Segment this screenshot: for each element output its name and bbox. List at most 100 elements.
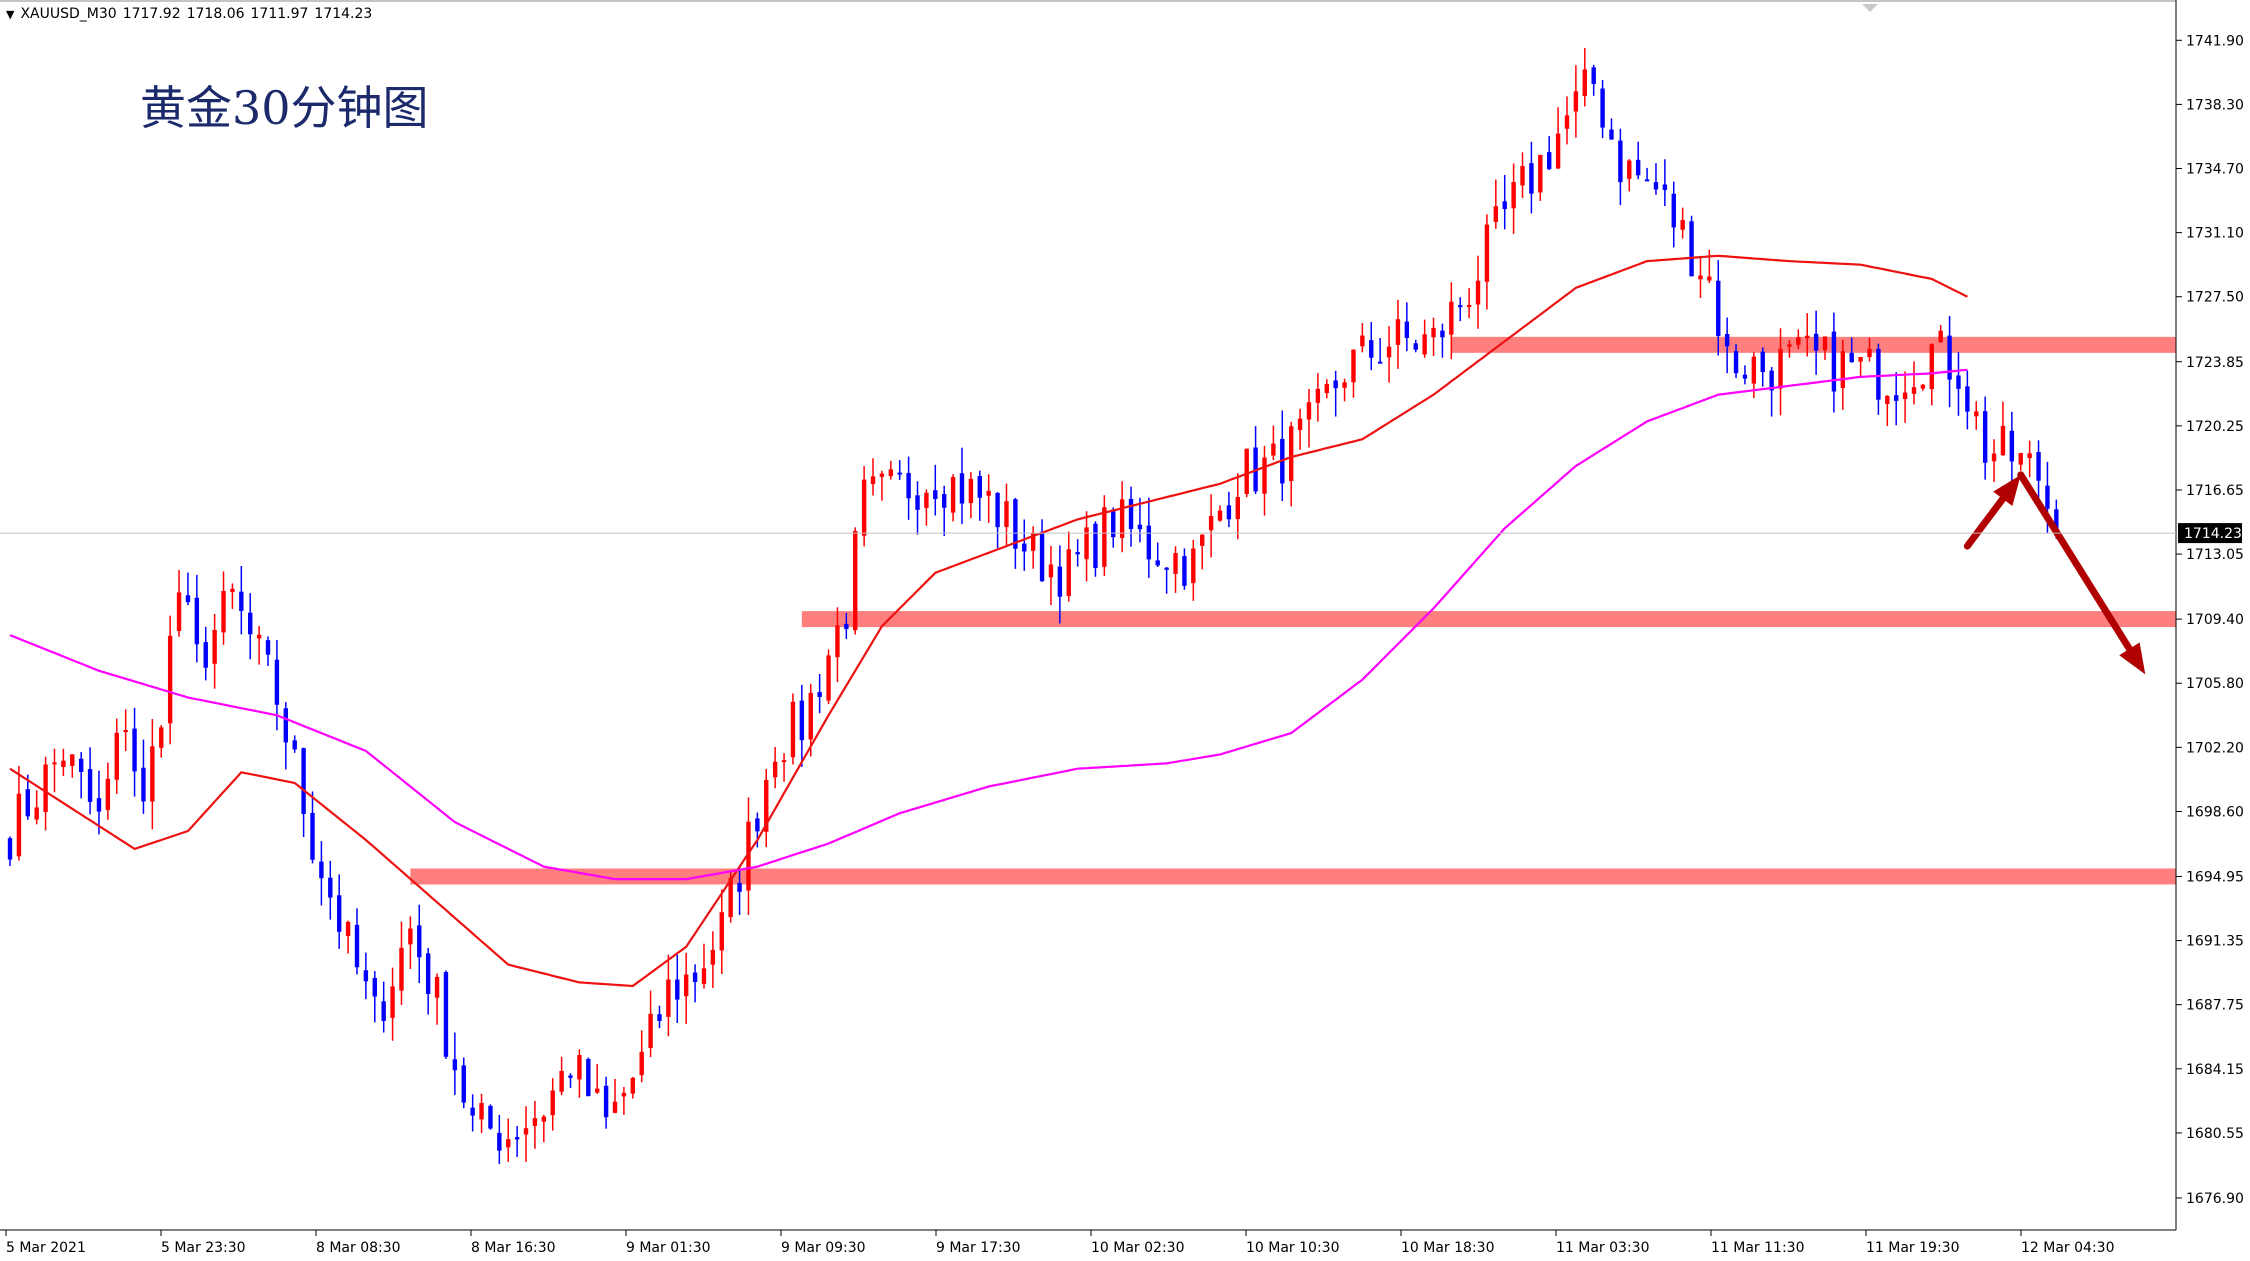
- high-price: 1718.06: [186, 6, 245, 22]
- candle: [1796, 329, 1801, 350]
- candle: [1635, 141, 1641, 180]
- candle: [835, 607, 840, 683]
- candle: [1386, 326, 1392, 383]
- candle: [799, 684, 805, 767]
- candle: [595, 1063, 600, 1094]
- candle: [390, 967, 395, 1041]
- candle: [194, 574, 200, 663]
- candle: [203, 626, 208, 681]
- candle: [1564, 96, 1570, 145]
- candle: [514, 1126, 520, 1157]
- candle: [1226, 491, 1232, 528]
- candle: [692, 964, 698, 1003]
- candle: [1920, 383, 1926, 391]
- candle: [1529, 141, 1534, 214]
- y-tick-label: 1741.90: [2186, 33, 2244, 49]
- candle: [1618, 128, 1623, 206]
- candle: [657, 1005, 662, 1029]
- candle: [70, 754, 75, 778]
- x-tick-label: 10 Mar 10:30: [1246, 1240, 1339, 1256]
- candle: [159, 725, 164, 758]
- candle: [1733, 344, 1739, 378]
- candle: [1627, 159, 1632, 192]
- candle: [630, 1076, 635, 1099]
- current-price-tag: [2178, 523, 2242, 544]
- candle: [790, 693, 796, 765]
- candle: [248, 593, 253, 660]
- candle: [328, 860, 333, 920]
- candle: [1084, 511, 1089, 582]
- candle: [1698, 257, 1703, 298]
- candle: [924, 489, 929, 526]
- candle: [399, 921, 404, 1005]
- candle: [25, 774, 30, 820]
- candle: [61, 748, 66, 776]
- y-tick-label: 1720.25: [2186, 419, 2244, 435]
- candle: [1573, 65, 1579, 138]
- candle: [888, 460, 894, 480]
- candle: [1778, 328, 1783, 416]
- candle: [1547, 136, 1552, 171]
- candle: [933, 464, 938, 516]
- candle: [986, 474, 991, 523]
- candle: [1395, 299, 1401, 369]
- candle: [488, 1104, 493, 1130]
- y-tick-label: 1691.35: [2186, 934, 2244, 950]
- chart-shift-marker-icon[interactable]: [1862, 4, 1878, 12]
- candle: [1208, 494, 1214, 558]
- chart-menu-icon[interactable]: ▼: [6, 8, 15, 21]
- candle: [1369, 322, 1374, 371]
- x-tick-label: 11 Mar 11:30: [1711, 1240, 1804, 1256]
- candle: [541, 1114, 547, 1143]
- candle: [675, 954, 680, 1023]
- up-arrow: [1963, 474, 2021, 550]
- y-tick-label: 1713.05: [2186, 547, 2244, 563]
- candle: [497, 1114, 502, 1164]
- candle: [764, 768, 769, 848]
- price-zone-1: [1451, 336, 2176, 353]
- candle: [1822, 336, 1828, 360]
- candle: [639, 1030, 644, 1083]
- candle: [1440, 323, 1445, 358]
- candle: [621, 1086, 627, 1115]
- projection-arrows: [1963, 471, 2146, 675]
- candle: [479, 1093, 484, 1134]
- candle: [870, 458, 876, 496]
- candle: [1004, 483, 1009, 547]
- candle: [666, 954, 671, 1037]
- candle: [1609, 118, 1614, 140]
- candle: [1956, 352, 1961, 416]
- candle: [959, 447, 965, 525]
- candle: [96, 770, 102, 835]
- candle: [1858, 356, 1863, 377]
- candle: [354, 908, 360, 975]
- candle: [1306, 389, 1312, 448]
- y-tick-label: 1676.90: [2186, 1191, 2244, 1207]
- candle: [1982, 396, 1988, 480]
- x-tick-label: 9 Mar 01:30: [626, 1240, 711, 1256]
- candle: [1805, 313, 1810, 357]
- candle: [1431, 317, 1436, 356]
- candle: [336, 874, 342, 949]
- candle: [1360, 323, 1365, 353]
- candle: [1102, 495, 1107, 576]
- candle: [372, 971, 377, 1023]
- moving-averages: [9, 254, 1968, 988]
- candle: [345, 920, 351, 954]
- candle: [2036, 440, 2041, 505]
- y-tick-label: 1680.55: [2186, 1126, 2244, 1142]
- candle: [1164, 566, 1169, 594]
- candle: [1662, 159, 1668, 207]
- candle: [1146, 497, 1152, 578]
- candle: [434, 973, 440, 1025]
- candle: [1413, 339, 1418, 353]
- candle: [1155, 542, 1160, 567]
- y-tick-label: 1731.10: [2186, 226, 2244, 242]
- candle: [185, 572, 191, 606]
- candle: [7, 836, 13, 867]
- candle: [1022, 519, 1027, 571]
- candle: [648, 990, 653, 1058]
